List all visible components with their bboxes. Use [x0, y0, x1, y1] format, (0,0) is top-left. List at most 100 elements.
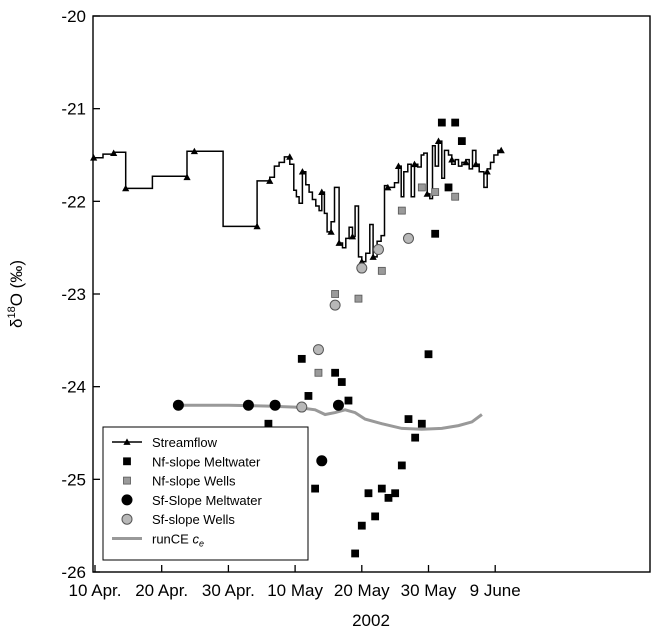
legend-label: runCE ce	[152, 532, 204, 549]
y-tick-label: -25	[61, 470, 86, 489]
series-sf-slope-meltwater	[172, 399, 344, 485]
nf-slope-meltwater-point	[431, 229, 440, 238]
nf-slope-meltwater-point	[311, 484, 320, 493]
legend-item-nf-slope-meltwater: Nf-slope Meltwater	[123, 454, 261, 469]
nf-slope-meltwater-point	[264, 419, 273, 428]
nf-slope-meltwater-point	[351, 549, 360, 558]
sf-slope-meltwater-point	[316, 455, 328, 467]
streamflow-line	[93, 140, 502, 263]
legend-label: Sf-slope Wells	[152, 512, 235, 527]
sf-slope-wells-point	[296, 401, 308, 413]
y-tick-label: -26	[61, 563, 86, 582]
streamflow-point	[423, 190, 431, 197]
streamflow-point	[298, 168, 307, 175]
streamflow-point	[483, 168, 491, 175]
x-tick-label: 30 May	[401, 581, 457, 600]
nf-slope-meltwater-point	[384, 493, 393, 502]
streamflow-point	[183, 173, 191, 181]
legend-item-nf-slope-wells: Nf-slope Wells	[123, 474, 236, 489]
nf-slope-meltwater-point	[377, 484, 386, 493]
streamflow-point	[369, 253, 377, 260]
x-tick-label: 9 June	[470, 581, 521, 600]
nf-slope-meltwater-point	[417, 419, 426, 428]
streamflow-point	[348, 232, 357, 240]
legend-swatch-marker	[123, 438, 131, 445]
y-axis-ticks: -26 -25 -24 -23 -22 -21 -20	[61, 7, 100, 582]
nf-slope-meltwater-point	[364, 489, 373, 498]
nf-slope-meltwater-point	[371, 512, 380, 521]
nf-slope-meltwater-point	[344, 396, 353, 405]
nf-slope-wells-point	[377, 266, 386, 275]
streamflow-point	[266, 177, 274, 184]
legend-label: Nf-slope Meltwater	[152, 454, 261, 469]
nf-slope-meltwater-point	[444, 183, 453, 192]
nf-slope-meltwater-point	[304, 392, 313, 400]
nf-slope-meltwater-point	[391, 489, 400, 498]
runce-ce-line	[178, 403, 483, 431]
nf-slope-meltwater-point	[397, 461, 406, 470]
streamflow-point	[253, 222, 261, 230]
sf-slope-wells-point	[329, 299, 341, 311]
legend: Streamflow Nf-slope Meltwater Nf-slope Wel…	[102, 426, 309, 561]
nf-slope-meltwater-point	[337, 378, 346, 386]
x-tick-label: 20 May	[334, 581, 390, 600]
nf-slope-wells-point	[331, 290, 340, 298]
series-layer	[90, 118, 505, 558]
x-axis-title: 2002	[352, 611, 390, 630]
streamflow-point	[497, 146, 505, 154]
legend-label: Streamflow	[152, 435, 218, 450]
legend-item-runce-ce: runCE ce	[112, 532, 204, 549]
legend-swatch-marker	[121, 513, 133, 525]
nf-slope-wells-point	[314, 368, 323, 377]
legend-label: Sf-Slope Meltwater	[152, 493, 262, 508]
y-tick-label: -20	[61, 7, 86, 26]
sf-slope-wells-point	[402, 232, 414, 244]
y-axis-title: δ18O (‰)	[6, 260, 26, 328]
nf-slope-meltwater-point	[297, 354, 306, 363]
x-tick-label: 10 Apr.	[69, 581, 122, 600]
series-nf-slope-meltwater	[264, 118, 466, 558]
x-axis-ticks: 10 Apr. 20 Apr. 30 Apr. 10 May 20 May 30 May 9…	[69, 565, 521, 600]
sf-slope-meltwater-point	[332, 399, 344, 411]
y-tick-label: -23	[61, 285, 86, 304]
streamflow-point	[190, 147, 198, 155]
nf-slope-meltwater-point	[411, 433, 420, 442]
nf-slope-meltwater-point	[437, 118, 446, 127]
streamflow-point	[110, 149, 118, 157]
y-tick-label: -21	[61, 100, 86, 119]
streamflow-point	[434, 137, 443, 144]
streamflow-point	[335, 239, 343, 246]
y-tick-label: -22	[61, 192, 86, 211]
nf-slope-wells-point	[431, 188, 440, 196]
streamflow-point	[122, 184, 130, 192]
legend-swatch-marker	[121, 494, 133, 506]
series-sf-slope-wells	[296, 232, 414, 413]
streamflow-point	[448, 156, 456, 163]
x-tick-label: 30 Apr.	[202, 581, 255, 600]
streamflow-point	[327, 228, 335, 235]
streamflow-point	[286, 153, 294, 160]
legend-item-sf-slope-wells: Sf-slope Wells	[121, 512, 235, 527]
sf-slope-wells-point	[356, 262, 368, 274]
sf-slope-meltwater-point	[242, 399, 254, 411]
sf-slope-wells-point	[372, 244, 384, 256]
nf-slope-meltwater-point	[451, 118, 460, 127]
y-tick-label: -24	[61, 378, 86, 397]
nf-slope-meltwater-point	[404, 415, 413, 424]
nf-slope-meltwater-point	[331, 368, 340, 377]
streamflow-point	[394, 162, 403, 169]
legend-swatch-marker	[123, 476, 131, 485]
nf-slope-wells-point	[354, 294, 363, 303]
x-tick-label: 20 Apr.	[135, 581, 188, 600]
legend-item-sf-slope-meltwater: Sf-Slope Meltwater	[121, 493, 262, 508]
sf-slope-meltwater-point	[269, 399, 281, 411]
nf-slope-wells-point	[397, 206, 406, 215]
nf-slope-meltwater-point	[457, 137, 466, 146]
streamflow-point	[384, 183, 392, 191]
nf-slope-wells-point	[417, 183, 426, 192]
sf-slope-wells-point	[312, 344, 324, 356]
legend-item-streamflow: Streamflow	[112, 435, 218, 450]
nf-slope-meltwater-point	[424, 350, 433, 359]
legend-swatch-marker	[123, 457, 131, 466]
series-nf-slope-wells	[314, 183, 460, 377]
